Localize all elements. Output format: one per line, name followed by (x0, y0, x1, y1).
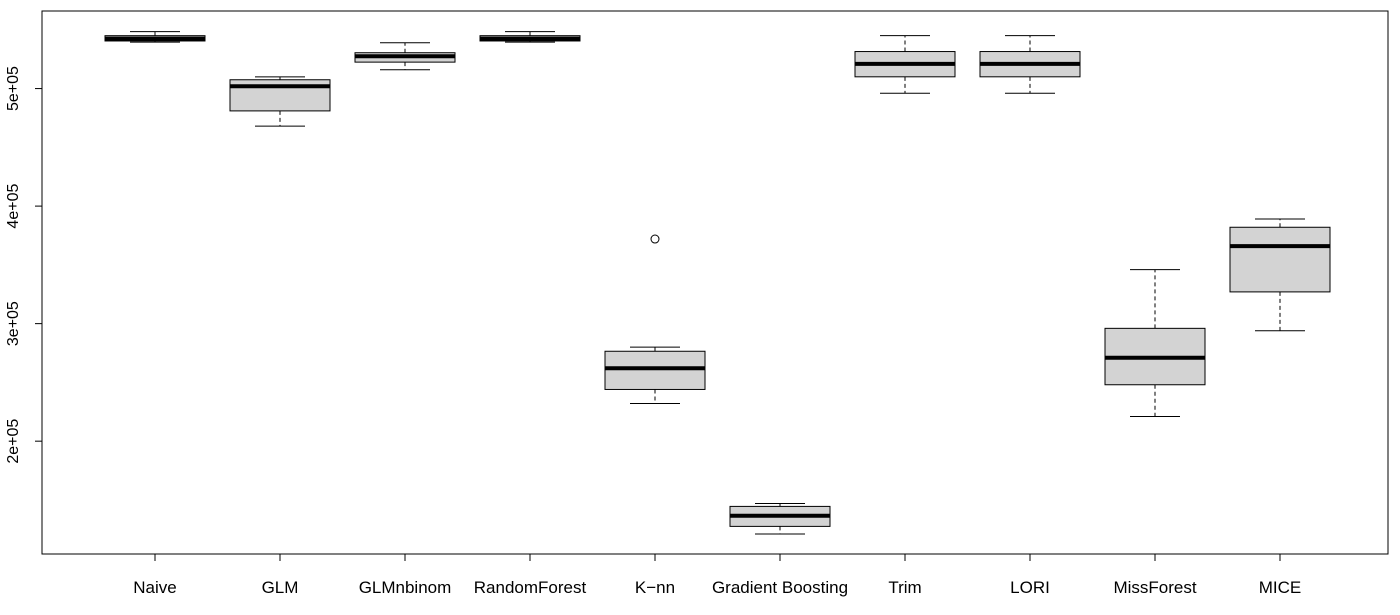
y-axis: 2e+05 3e+05 4e+05 5e+05 (5, 66, 43, 464)
box-1 (104, 31, 206, 43)
y-tick-label: 4e+05 (5, 184, 22, 229)
x-tick-label: LORI (1010, 578, 1050, 597)
x-axis: Naive GLM GLMnbinom RandomForest K−nn Gradien… (133, 553, 1302, 597)
x-tick-label: GLMnbinom (359, 578, 452, 597)
x-tick-label: RandomForest (474, 578, 587, 597)
x-tick-label: Naive (133, 578, 176, 597)
boxes (104, 31, 1331, 535)
box-4 (479, 31, 581, 43)
box-5 (604, 234, 706, 405)
x-tick-label: GLM (262, 578, 299, 597)
box-2 (229, 76, 331, 127)
outlier-point (650, 234, 660, 244)
box-7 (854, 35, 956, 94)
y-tick-label: 5e+05 (5, 66, 22, 111)
box-9 (1104, 269, 1206, 417)
iqr-box (604, 350, 706, 390)
box-6 (729, 502, 831, 535)
x-tick-label: MissForest (1113, 578, 1196, 597)
x-tick-label: Trim (888, 578, 921, 597)
y-tick-label: 2e+05 (5, 419, 22, 464)
y-tick-label: 3e+05 (5, 301, 22, 346)
box-10 (1229, 218, 1331, 332)
box-8 (979, 35, 1081, 94)
x-tick-label: MICE (1259, 578, 1302, 597)
x-tick-label: Gradient Boosting (712, 578, 848, 597)
x-tick-label: K−nn (635, 578, 675, 597)
iqr-box (1229, 226, 1331, 293)
box-3 (354, 42, 456, 71)
